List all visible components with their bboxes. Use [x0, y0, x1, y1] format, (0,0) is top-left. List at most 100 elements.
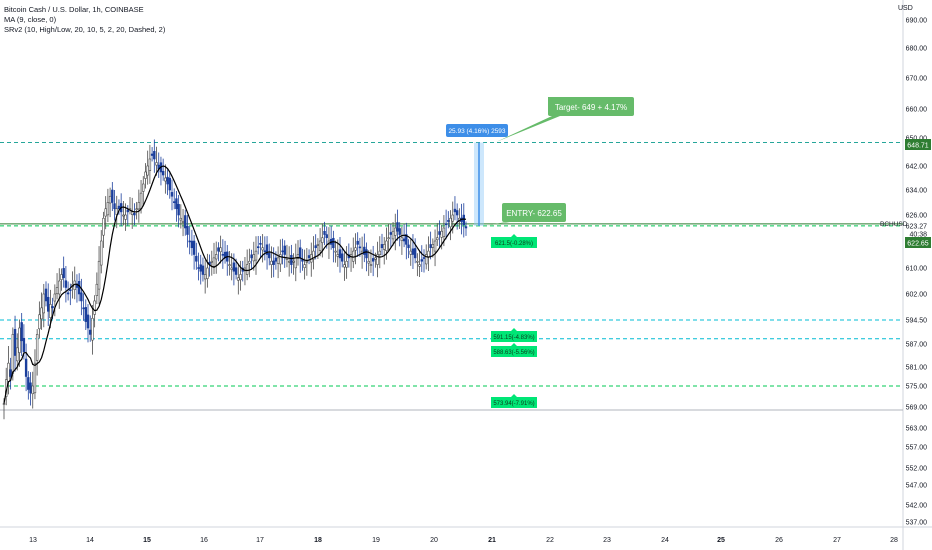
- candle-body: [108, 195, 112, 204]
- candle-body: [245, 264, 249, 275]
- x-tick-label: 28: [890, 537, 898, 544]
- candle-body: [257, 246, 260, 249]
- candle-body: [212, 257, 216, 269]
- price-label-text: 622.65: [907, 241, 929, 248]
- candle-body: [438, 231, 441, 235]
- x-tick-label: 17: [256, 537, 264, 544]
- measure-label-box: [446, 124, 508, 137]
- candle-body: [429, 244, 432, 249]
- candle-body: [175, 198, 178, 210]
- y-tick-label: 552.00: [906, 466, 928, 473]
- candle-body: [307, 255, 311, 259]
- candle-body: [77, 281, 81, 295]
- x-tick-label: 25: [717, 537, 725, 544]
- candle-body: [334, 250, 337, 253]
- price-label-text: 648.71: [907, 143, 929, 150]
- price-label-text: 40:38: [909, 232, 927, 239]
- candle-body: [356, 240, 359, 245]
- x-tick-label: 26: [775, 537, 783, 544]
- candle-body: [80, 292, 83, 302]
- candle-body: [33, 362, 37, 394]
- candle-body: [210, 260, 213, 263]
- candle-body: [27, 377, 30, 390]
- candle-body: [323, 230, 326, 235]
- candle-body: [354, 247, 357, 251]
- y-tick-label: 581.00: [906, 365, 928, 372]
- candle-body: [250, 254, 253, 259]
- candle-body: [272, 260, 275, 265]
- candle-body: [82, 307, 85, 310]
- candle-body: [318, 240, 322, 251]
- candle-body: [219, 247, 222, 253]
- candle-body: [97, 260, 101, 290]
- candle-body: [336, 254, 339, 257]
- y-tick-label: 563.00: [906, 426, 928, 433]
- target-callout-text: Target- 649 + 4.17%: [555, 103, 627, 112]
- candle-body: [276, 257, 280, 264]
- candle-body: [53, 293, 57, 302]
- candle-body: [203, 274, 207, 280]
- candle-body: [131, 211, 134, 215]
- candle-body: [389, 232, 393, 235]
- candle-body: [314, 245, 317, 249]
- level-tag-box: [491, 343, 537, 357]
- candle-body: [133, 213, 136, 216]
- y-tick-label: 587.00: [906, 342, 928, 349]
- level-tag-box: [491, 234, 537, 248]
- candle-body: [378, 250, 381, 255]
- level-tag-box: [491, 328, 537, 342]
- price-label-text: 623.27: [906, 224, 928, 231]
- y-tick-label: 670.00: [906, 76, 928, 83]
- y-tick-label: 680.00: [906, 46, 928, 53]
- candle-body: [239, 274, 242, 281]
- level-tag-text: 591.15(-4.83%): [493, 335, 534, 341]
- candle-body: [22, 337, 26, 352]
- candle-body: [137, 202, 141, 210]
- candle-body: [332, 237, 335, 249]
- candle-body: [181, 221, 185, 223]
- candle-body: [433, 240, 437, 252]
- candle-body: [398, 228, 401, 235]
- candle-body: [190, 240, 194, 249]
- candle-body: [367, 260, 370, 264]
- candle-body: [164, 177, 167, 182]
- candle-body: [177, 204, 180, 216]
- candle-body: [84, 307, 87, 322]
- candle-body: [217, 247, 220, 252]
- candle-body: [234, 267, 238, 275]
- candle-body: [192, 240, 196, 255]
- candle-body: [341, 253, 344, 262]
- candle-body: [321, 237, 324, 243]
- candle-body: [405, 234, 408, 245]
- candle-body: [416, 260, 419, 263]
- candle-body: [89, 329, 92, 335]
- candle-body: [126, 209, 129, 213]
- candle-body: [95, 283, 99, 296]
- candle-body: [7, 362, 10, 382]
- x-tick-label: 16: [200, 537, 208, 544]
- x-tick-label: 18: [314, 537, 322, 544]
- candle-body: [394, 227, 397, 236]
- candle-body: [358, 246, 362, 249]
- candle-body: [431, 244, 435, 248]
- candle-body: [343, 264, 346, 268]
- y-tick-label: 557.00: [906, 445, 928, 452]
- legend-title: Bitcoin Cash / U.S. Dollar, 1h, COINBASE: [4, 5, 144, 14]
- candle-body: [150, 153, 154, 156]
- candle-body: [281, 250, 284, 253]
- candle-body: [464, 226, 468, 229]
- y-tick-label: 547.00: [906, 483, 928, 490]
- candle-body: [407, 244, 410, 249]
- candle-body: [402, 238, 406, 242]
- candle-body: [369, 264, 373, 266]
- candle-body: [442, 227, 446, 237]
- candle-body: [55, 287, 59, 295]
- y-tick-label: 594.50: [906, 318, 928, 325]
- candle-body: [230, 267, 233, 270]
- x-tick-label: 21: [488, 537, 496, 544]
- price-label-box: [905, 139, 931, 150]
- candle-body: [47, 296, 50, 312]
- x-tick-label: 14: [86, 537, 94, 544]
- candle-body: [374, 257, 377, 260]
